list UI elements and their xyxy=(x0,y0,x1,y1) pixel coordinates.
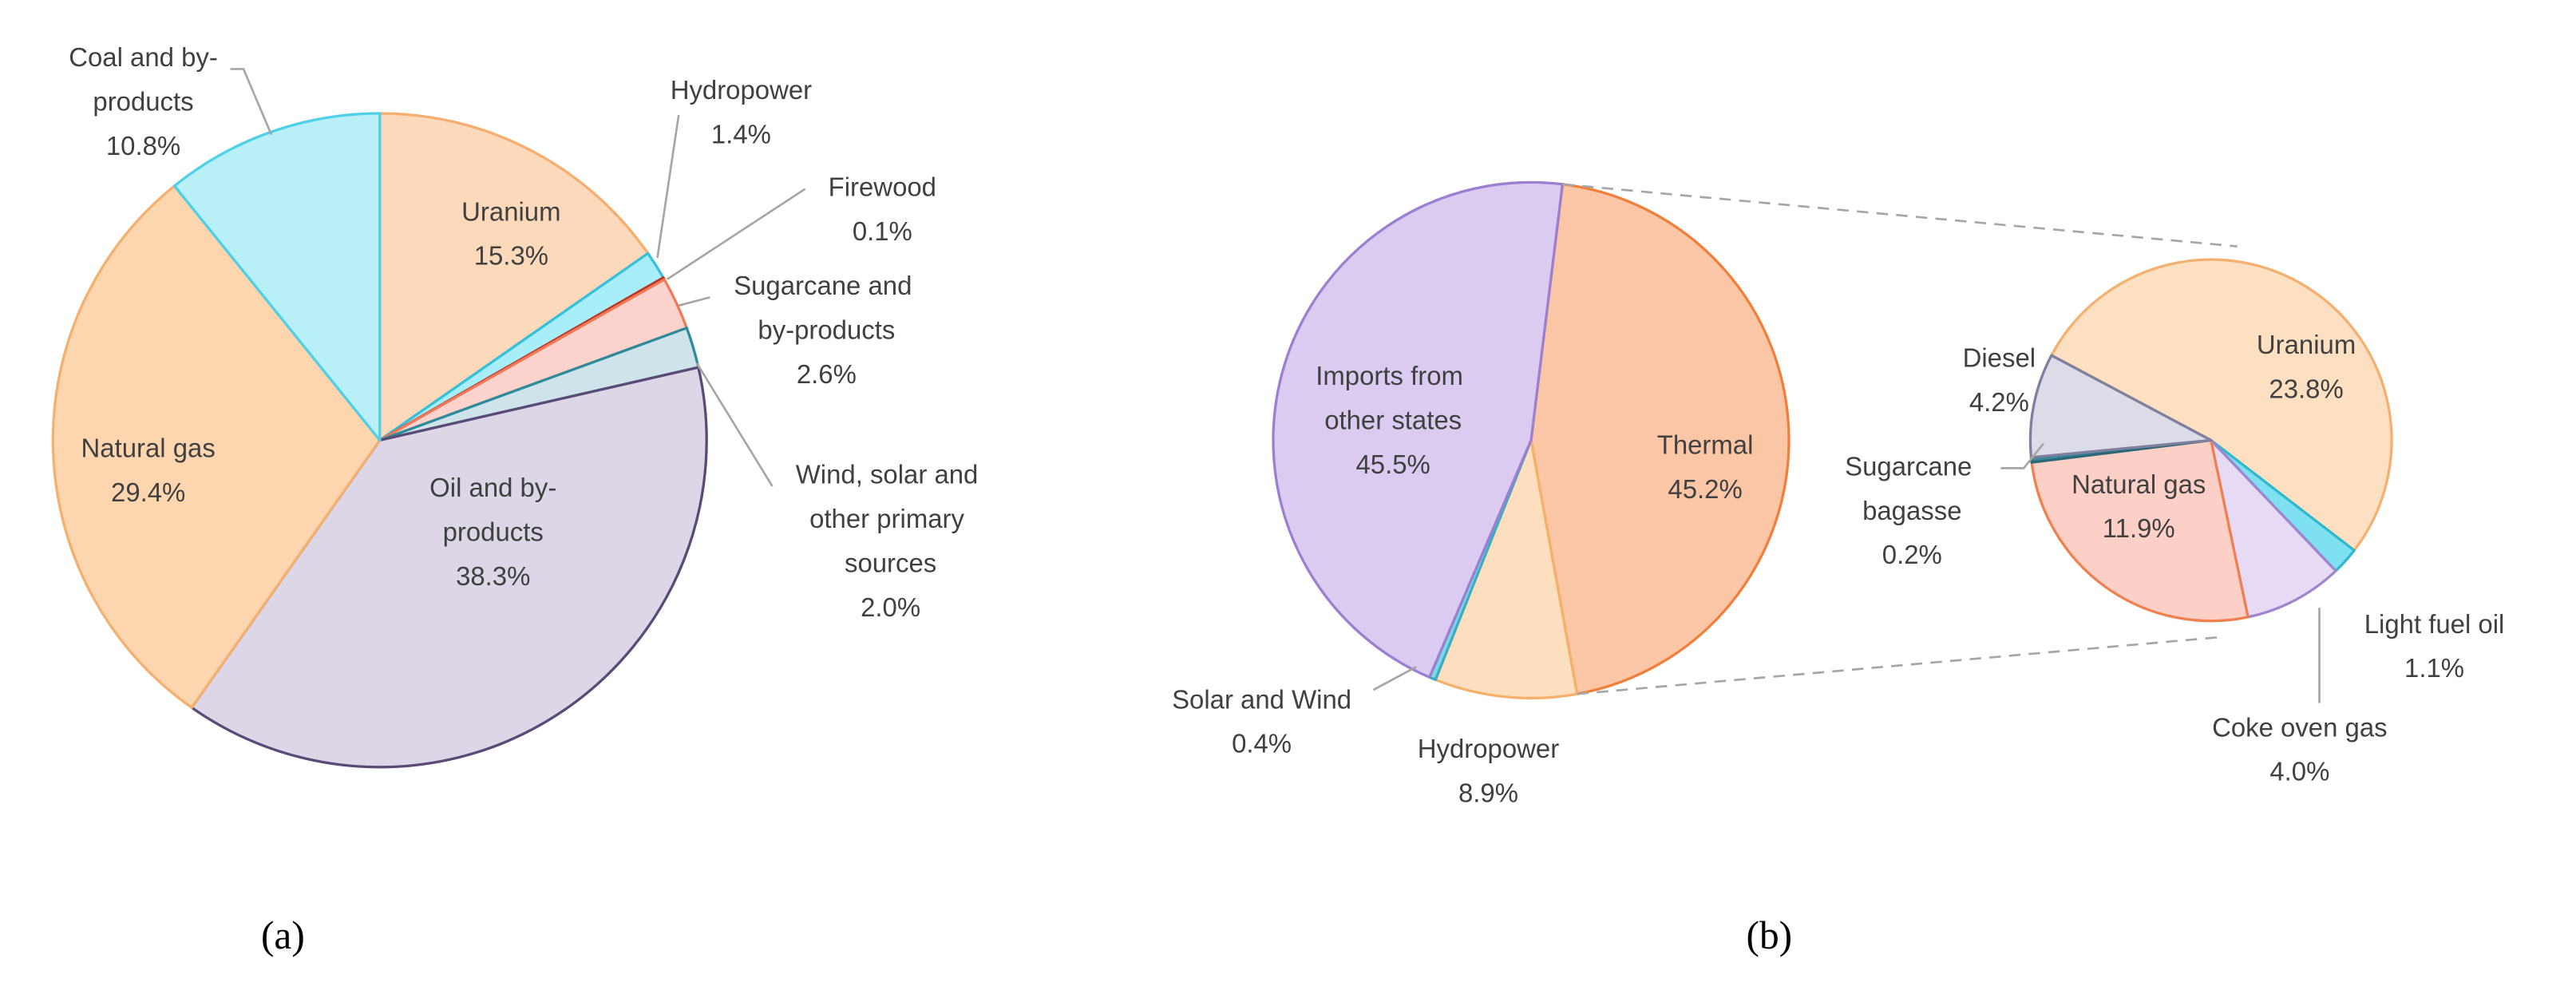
caption: (a) xyxy=(261,913,305,957)
leader-line xyxy=(656,114,680,259)
leader-line xyxy=(230,68,273,136)
slice-label: Sugarcane and by-products xyxy=(734,271,919,345)
label-line: other primary xyxy=(809,504,971,533)
value-label: 38.3% xyxy=(456,561,530,591)
pie-slice xyxy=(2050,258,2393,552)
pie-slice xyxy=(2210,438,2337,619)
value-label: 15.3% xyxy=(474,241,548,271)
label-line: Hydropower xyxy=(671,75,812,105)
connector-line xyxy=(1577,636,2218,695)
pie-slice xyxy=(1434,438,1579,700)
label-line: Sugarcane and xyxy=(734,271,919,300)
label-line: products xyxy=(443,517,544,546)
slice-label: Natural gas xyxy=(81,433,216,462)
slice-label: Hydropower xyxy=(1418,734,1559,763)
label-line: Uranium xyxy=(2257,330,2356,359)
value-label: 8.9% xyxy=(1458,778,1518,807)
value-label: 1.1% xyxy=(2404,653,2464,683)
pie-slice xyxy=(51,184,382,709)
slice-label: Imports from other states xyxy=(1316,361,1470,435)
label-line: sources xyxy=(845,548,936,577)
label-line: Thermal xyxy=(1657,430,1754,459)
label-line: Imports from xyxy=(1316,361,1470,390)
leader-line xyxy=(695,362,774,487)
slice-label: Light fuel oil xyxy=(2364,609,2505,639)
pie-slice xyxy=(2030,438,2250,623)
leader-line xyxy=(1372,666,1417,691)
label-line: Firewood xyxy=(829,172,936,201)
pie-slice xyxy=(1529,183,1791,695)
label-line: Wind, solar and xyxy=(796,459,986,489)
value-label: 10.8% xyxy=(106,131,180,160)
connector-line xyxy=(1562,183,2238,248)
slice-label: Coal and by-products xyxy=(69,42,218,117)
label-line: Natural gas xyxy=(2071,469,2206,499)
value-label: 45.2% xyxy=(1668,474,1742,504)
leader-line xyxy=(667,188,806,280)
slice-label: Oil and by-products xyxy=(429,473,556,547)
slice-label: Wind, solar and other primary sources xyxy=(796,459,986,577)
pie-slice xyxy=(378,112,650,442)
value-label: 0.2% xyxy=(1882,540,1942,569)
label-line: products xyxy=(93,86,193,116)
label-line: bagasse xyxy=(1862,496,1961,525)
label-line: by-products xyxy=(758,315,895,344)
leader-line xyxy=(678,296,710,307)
slice-label: Diesel xyxy=(1963,343,2036,372)
slice-label: Firewood xyxy=(829,172,936,201)
value-label: 2.0% xyxy=(861,592,920,622)
value-label: 2.6% xyxy=(797,359,857,389)
slice-label: Natural gas xyxy=(2071,469,2206,499)
slice-label: Coke oven gas xyxy=(2212,712,2388,742)
value-label: 0.1% xyxy=(853,216,912,246)
value-label: 4.2% xyxy=(1969,387,2029,417)
value-label: 29.4% xyxy=(111,477,185,507)
label-line: Solar and Wind xyxy=(1172,684,1351,714)
slice-label: Sugarcane bagasse xyxy=(1845,451,1979,525)
label-line: Coke oven gas xyxy=(2212,712,2388,742)
value-label: 1.4% xyxy=(711,119,771,149)
slice-label: Thermal xyxy=(1657,430,1754,459)
value-label: 45.5% xyxy=(1356,450,1430,479)
pie-slice xyxy=(190,366,708,769)
label-line: Natural gas xyxy=(81,433,216,462)
value-label: 4.0% xyxy=(2269,757,2329,786)
value-label: 11.9% xyxy=(2103,513,2175,543)
label-line: Coal and by- xyxy=(69,42,218,72)
label-line: Uranium xyxy=(461,196,560,226)
pie-slice xyxy=(2028,354,2213,459)
slice-label: Uranium xyxy=(2257,330,2356,359)
caption: (b) xyxy=(1747,913,1793,957)
label-line: Light fuel oil xyxy=(2364,609,2505,639)
pie-slice xyxy=(1272,180,1565,679)
slice-label: Solar and Wind xyxy=(1172,684,1351,714)
slice-label: Uranium xyxy=(461,196,560,226)
label-line: Hydropower xyxy=(1418,734,1559,763)
label-line: other states xyxy=(1324,405,1462,434)
label-line: Oil and by- xyxy=(429,473,556,502)
value-label: 23.8% xyxy=(2269,374,2343,403)
label-line: Diesel xyxy=(1963,343,2036,372)
label-line: Sugarcane xyxy=(1845,451,1979,481)
value-label: 0.4% xyxy=(1232,729,1292,758)
leader-line xyxy=(2000,442,2044,469)
slice-label: Hydropower xyxy=(671,75,812,105)
